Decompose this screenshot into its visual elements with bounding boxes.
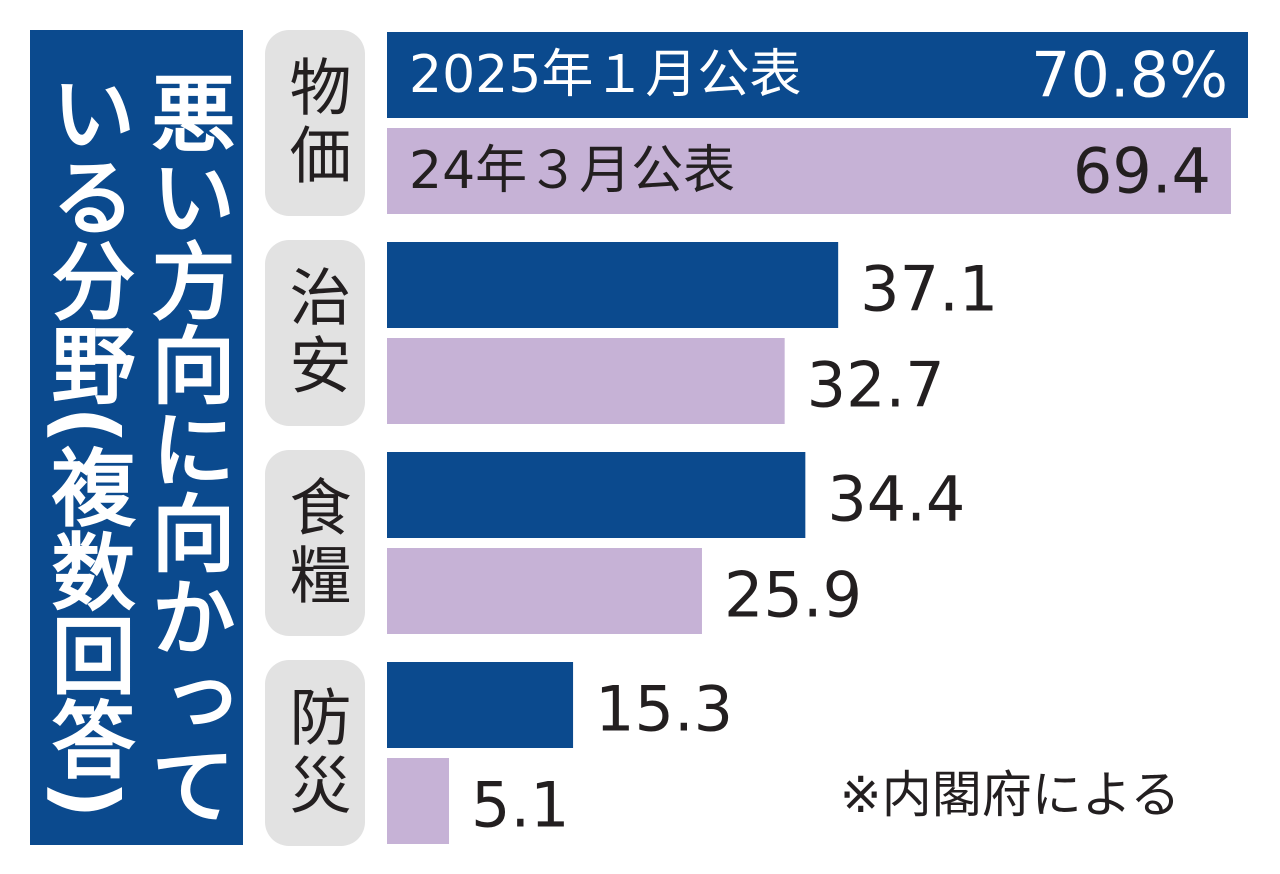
category-label: 防災 <box>279 685 352 821</box>
category-box <box>265 30 365 216</box>
value-label: 34.4 <box>827 463 965 536</box>
value-label: 15.3 <box>595 673 733 746</box>
legend-label: 2025年１月公表 <box>409 45 801 105</box>
value-label: 70.8% <box>1031 39 1228 112</box>
category-label: 治安 <box>279 265 352 401</box>
legend-label: 24年３月公表 <box>409 141 735 201</box>
annotation: ※内閣府による <box>840 766 1180 824</box>
value-label: 69.4 <box>1073 135 1211 208</box>
category-label: 物価 <box>279 55 352 191</box>
value-label: 5.1 <box>471 769 570 842</box>
bar <box>387 758 450 844</box>
category-label: 食糧 <box>279 475 352 611</box>
category-box <box>265 660 365 846</box>
value-label: 32.7 <box>807 349 945 422</box>
bar <box>387 242 839 328</box>
chart-title: 悪い方向に向かっている分野(複数回答) <box>30 30 243 845</box>
value-label: 25.9 <box>724 559 862 632</box>
bar <box>387 548 702 634</box>
value-label: 37.1 <box>860 253 998 326</box>
bar <box>387 452 806 538</box>
category-box <box>265 240 365 426</box>
bar <box>387 662 574 748</box>
bar <box>387 128 1231 214</box>
bar <box>387 338 785 424</box>
category-box <box>265 450 365 636</box>
bar <box>387 32 1248 118</box>
